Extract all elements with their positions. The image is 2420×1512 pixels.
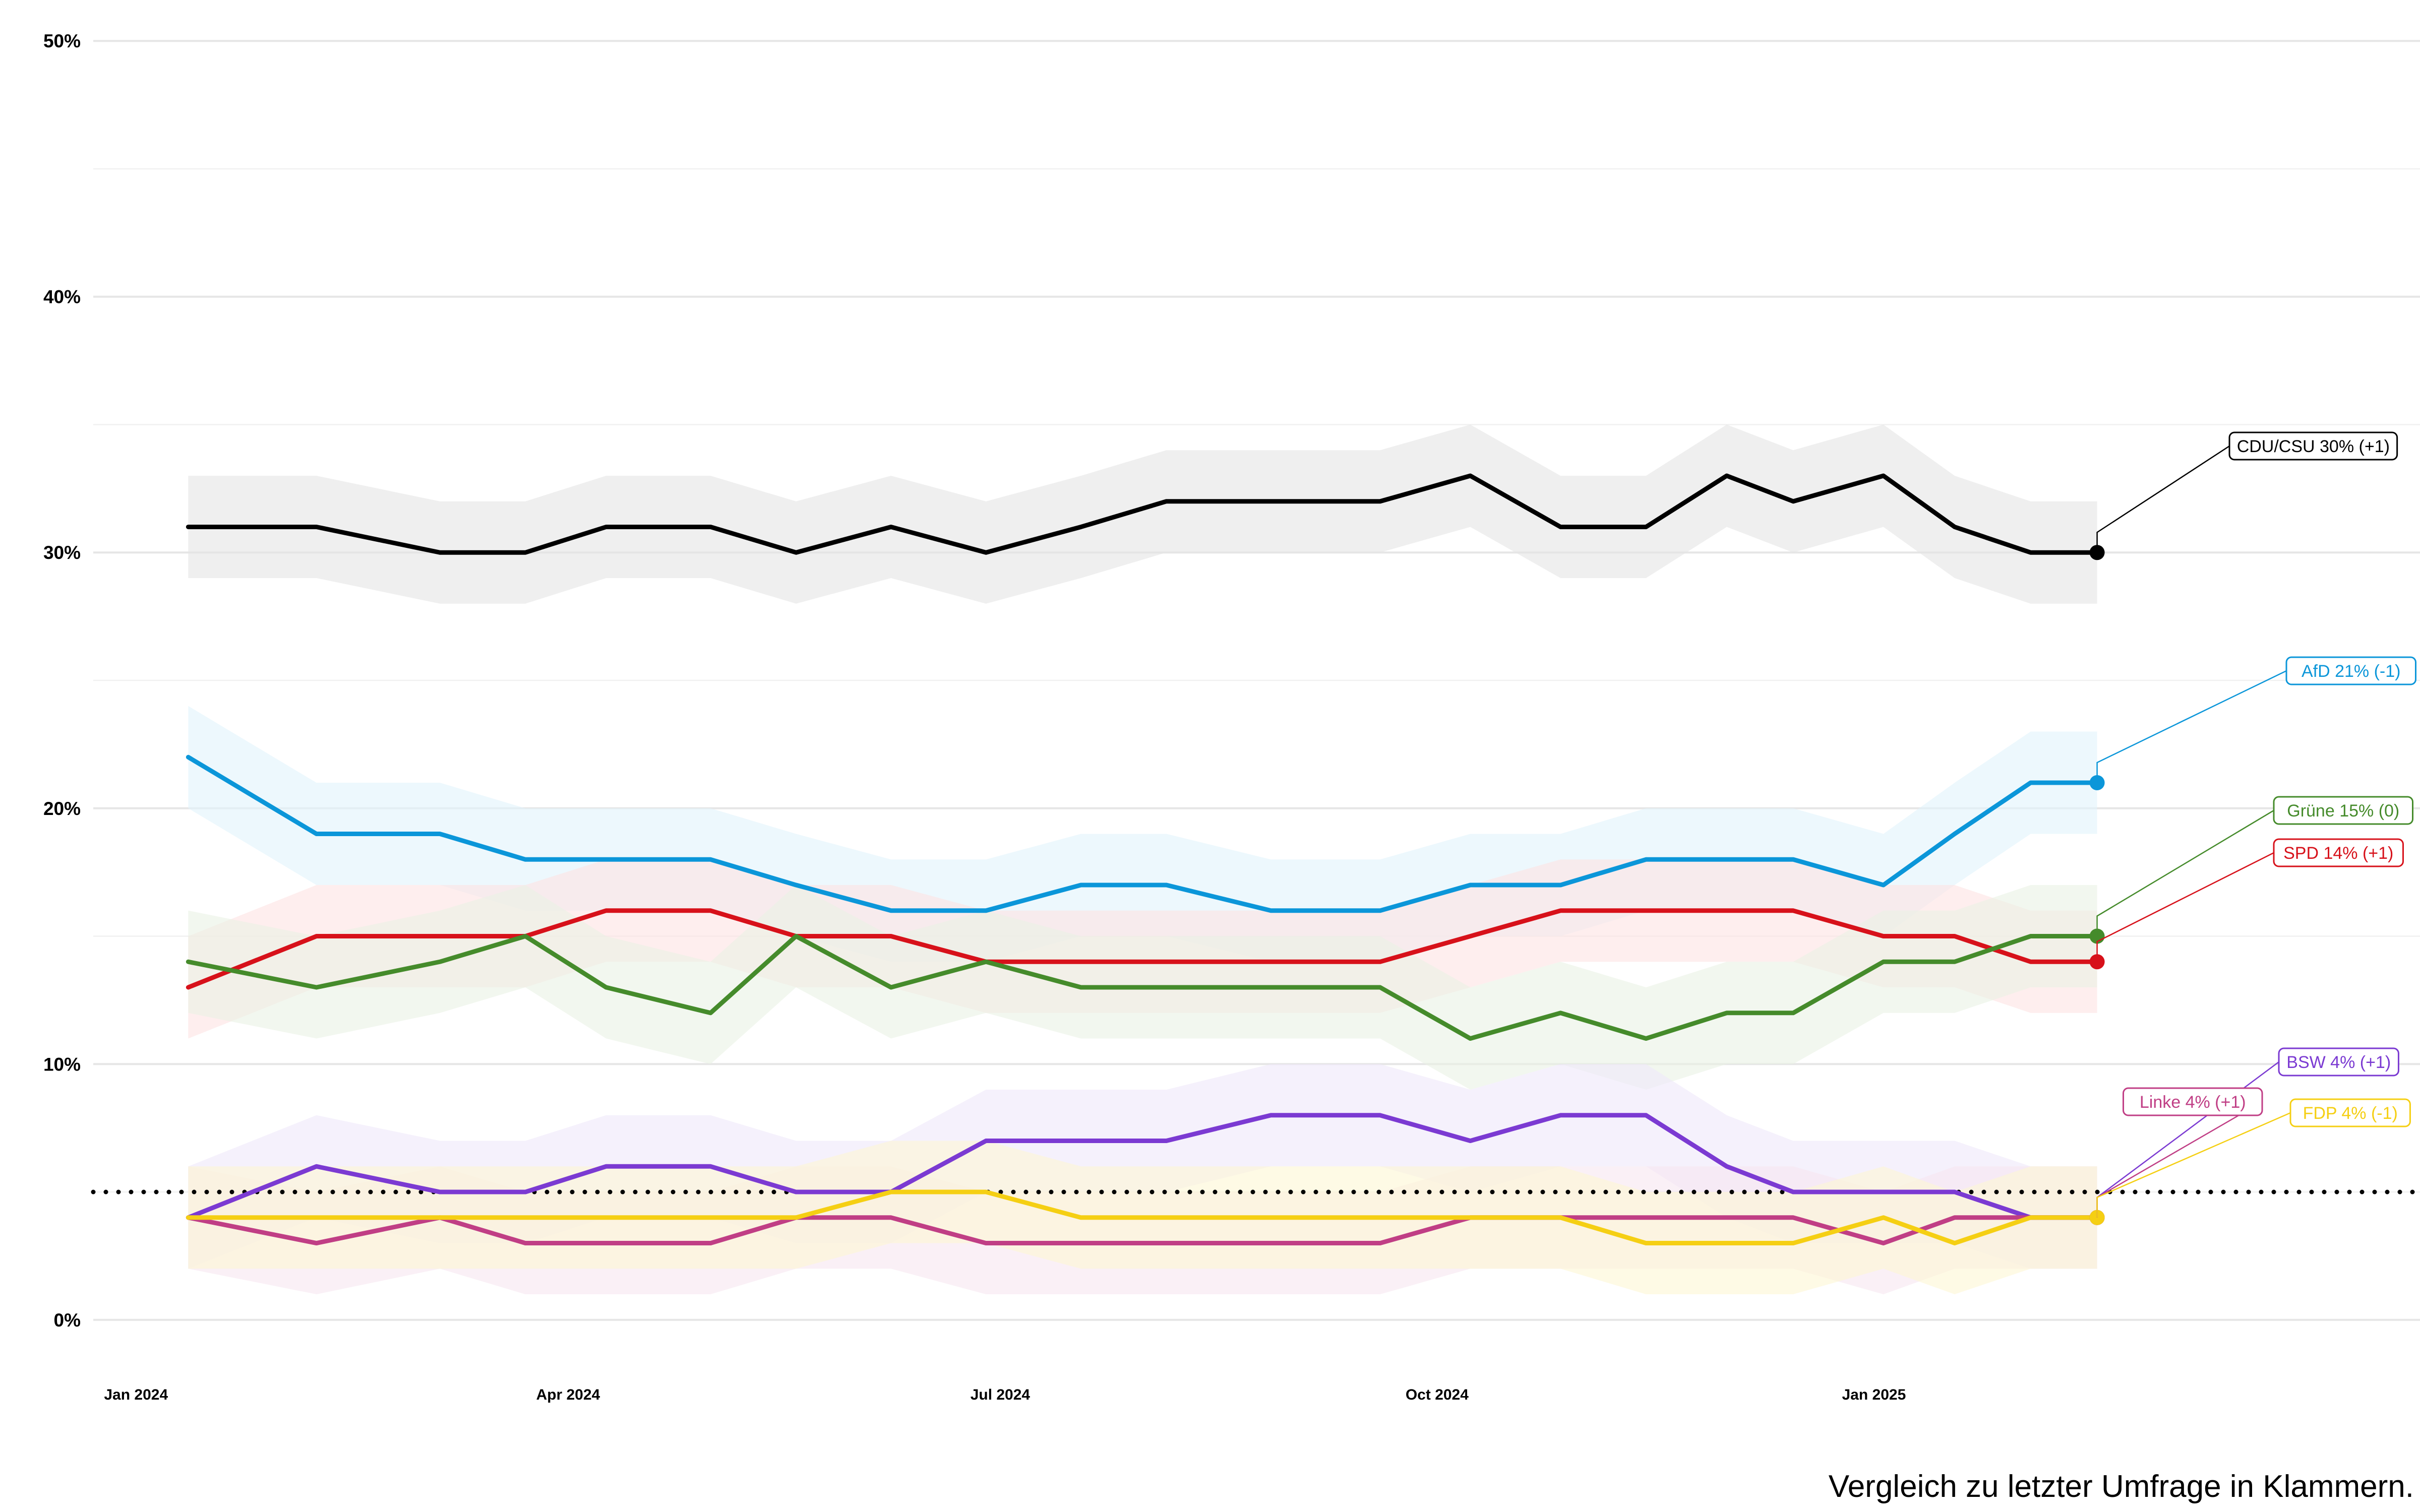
x-tick-label: Apr 2024 bbox=[536, 1387, 600, 1403]
label-box bbox=[2273, 796, 2414, 825]
label-text: Grüne 15% (0) bbox=[2287, 801, 2399, 821]
label-text: AfD 21% (-1) bbox=[2302, 662, 2401, 681]
x-tick-label: Jan 2024 bbox=[104, 1387, 168, 1403]
leader-line bbox=[2096, 670, 2287, 783]
end-label-cdu-csu: CDU/CSU 30% (+1) bbox=[2096, 431, 2398, 553]
label-box bbox=[2122, 1087, 2263, 1116]
label-text: CDU/CSU 30% (+1) bbox=[2237, 437, 2390, 456]
series-line-bsw bbox=[186, 1113, 2100, 1220]
label-box bbox=[2273, 838, 2404, 867]
y-tick-label: 20% bbox=[43, 798, 81, 819]
label-box bbox=[2228, 431, 2398, 461]
leader-line bbox=[2096, 1112, 2291, 1218]
label-box bbox=[2289, 1098, 2411, 1127]
confidence-bands bbox=[188, 424, 2097, 1295]
label-box bbox=[2285, 656, 2416, 685]
y-tick-label: 0% bbox=[54, 1310, 81, 1331]
end-label-spd: SPD 14% (+1) bbox=[2096, 838, 2404, 962]
series-line-gr-ne bbox=[186, 934, 2100, 1041]
y-tick-label: 50% bbox=[43, 31, 81, 51]
end-labels: CDU/CSU 30% (+1) AfD 21% (-1) SPD 14% (+1)… bbox=[2096, 431, 2416, 1218]
leader-line bbox=[2096, 852, 2274, 962]
label-text: Linke 4% (+1) bbox=[2140, 1093, 2246, 1112]
axes: 0% 10% 20% 30% 40% 50% Jan 2024 Apr 2024 Jul 202… bbox=[43, 31, 1906, 1403]
x-tick-label: Jan 2025 bbox=[1842, 1387, 1906, 1403]
end-label-gr-ne: Grüne 15% (0) bbox=[2096, 796, 2414, 936]
end-label-fdp: FDP 4% (-1) bbox=[2096, 1098, 2411, 1218]
series-line-fdp bbox=[186, 1189, 2100, 1246]
label-text: SPD 14% (+1) bbox=[2283, 844, 2393, 863]
series-line-afd bbox=[186, 754, 2100, 913]
y-tick-label: 30% bbox=[43, 542, 81, 563]
series-lines bbox=[186, 473, 2100, 1246]
label-box bbox=[2278, 1047, 2399, 1077]
end-label-afd: AfD 21% (-1) bbox=[2096, 656, 2416, 783]
leader-line bbox=[2096, 445, 2230, 553]
chart-caption: Vergleich zu letzter Umfrage in Klammern… bbox=[1829, 1469, 2414, 1504]
band-cdu-csu bbox=[188, 424, 2097, 604]
y-tick-label: 10% bbox=[43, 1054, 81, 1075]
label-text: FDP 4% (-1) bbox=[2303, 1104, 2398, 1123]
y-tick-label: 40% bbox=[43, 287, 81, 307]
x-tick-label: Jul 2024 bbox=[971, 1387, 1031, 1403]
end-label-bsw: BSW 4% (+1) bbox=[2096, 1047, 2399, 1218]
label-text: BSW 4% (+1) bbox=[2286, 1053, 2391, 1072]
series-line-cdu-csu bbox=[186, 473, 2100, 555]
end-label-linke: Linke 4% (+1) bbox=[2096, 1087, 2263, 1218]
leader-line bbox=[2096, 809, 2274, 936]
series-line-spd bbox=[186, 908, 2100, 990]
x-tick-label: Oct 2024 bbox=[1406, 1387, 1469, 1403]
